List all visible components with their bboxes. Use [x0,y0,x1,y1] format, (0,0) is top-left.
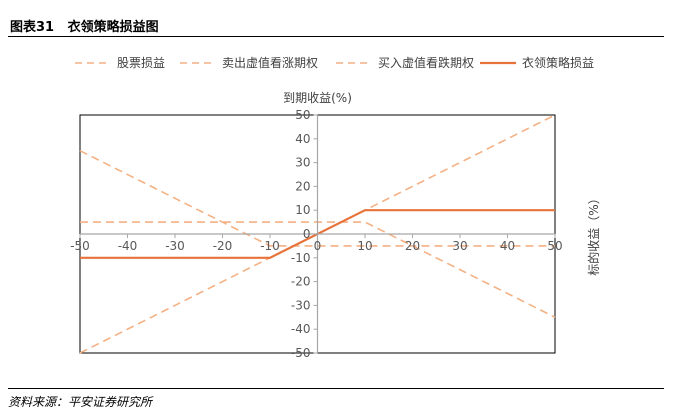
y-tick-label-5: 0 [303,227,311,241]
legend-label-3: 衣领策略损益 [522,55,594,70]
x-tick-label-3: -20 [213,239,233,253]
x-tick-label-1: -40 [118,239,138,253]
x-tick-label-2: -30 [165,239,185,253]
y-tick-label-7: -20 [291,275,311,289]
x-tick-label-0: -50 [70,239,90,253]
legend-label-1: 卖出虚值看涨期权 [222,55,318,70]
y-tick-label-1: 40 [295,132,310,146]
y-tick-label-9: -40 [291,322,311,336]
x-tick-label-9: 40 [500,239,515,253]
x-tick-label-7: 20 [405,239,420,253]
x-tick-label-8: 30 [452,239,467,253]
figure-header: 图表31 衣领策略损益图 [8,10,664,37]
y-tick-label-2: 30 [295,156,310,170]
y-axis-title: 到期收益(%) [283,91,352,105]
y-tick-label-0: 50 [295,108,310,122]
series-line-1 [80,221,556,319]
x-axis-title: 标的收益（%） [586,192,601,275]
x-tick-label-6: 10 [357,239,372,253]
y-tick-label-8: -30 [291,298,311,312]
y-tick-label-3: 20 [295,179,310,193]
x-tick-label-4: -10 [260,239,280,253]
x-tick-label-10: 50 [547,239,562,253]
figure-title: 图表31 衣领策略损益图 [10,20,159,35]
figure-source: 资料来源：平安证券研究所 [8,388,664,410]
series-line-2 [79,149,555,247]
x-tick-label-5: 0 [314,239,322,253]
legend-label-0: 股票损益 [117,56,165,70]
y-tick-label-6: -10 [291,251,311,265]
legend-label-2: 买入虚值看跌期权 [378,55,474,70]
y-tick-label-4: 10 [295,203,310,217]
y-tick-label-10: -50 [291,346,311,360]
